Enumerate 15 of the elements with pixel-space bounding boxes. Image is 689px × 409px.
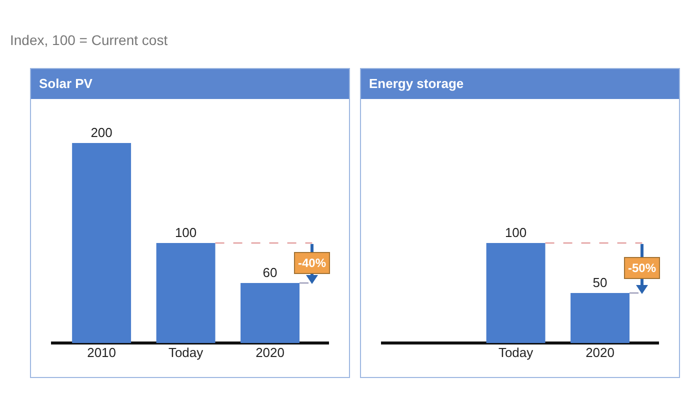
annotation: -40% [298,256,326,270]
data-label: 100 [174,225,197,240]
annotation: -50% [628,261,656,275]
x-tick-label: 2020 [256,345,284,360]
chart-title: Energy storage [361,69,679,99]
data-label: 100 [504,225,527,240]
x-tick-label: 2010 [87,345,116,360]
data-label: 60 [262,265,278,280]
data-label: 50 [592,275,608,290]
chart-subtitle: Index, 100 = Current cost [10,32,168,48]
x-tick-label: Today [168,345,204,360]
x-tick-label: 2020 [586,345,614,360]
chart-title: Solar PV [31,69,349,99]
x-tick-label: Today [498,345,534,360]
data-label: 200 [90,125,112,140]
